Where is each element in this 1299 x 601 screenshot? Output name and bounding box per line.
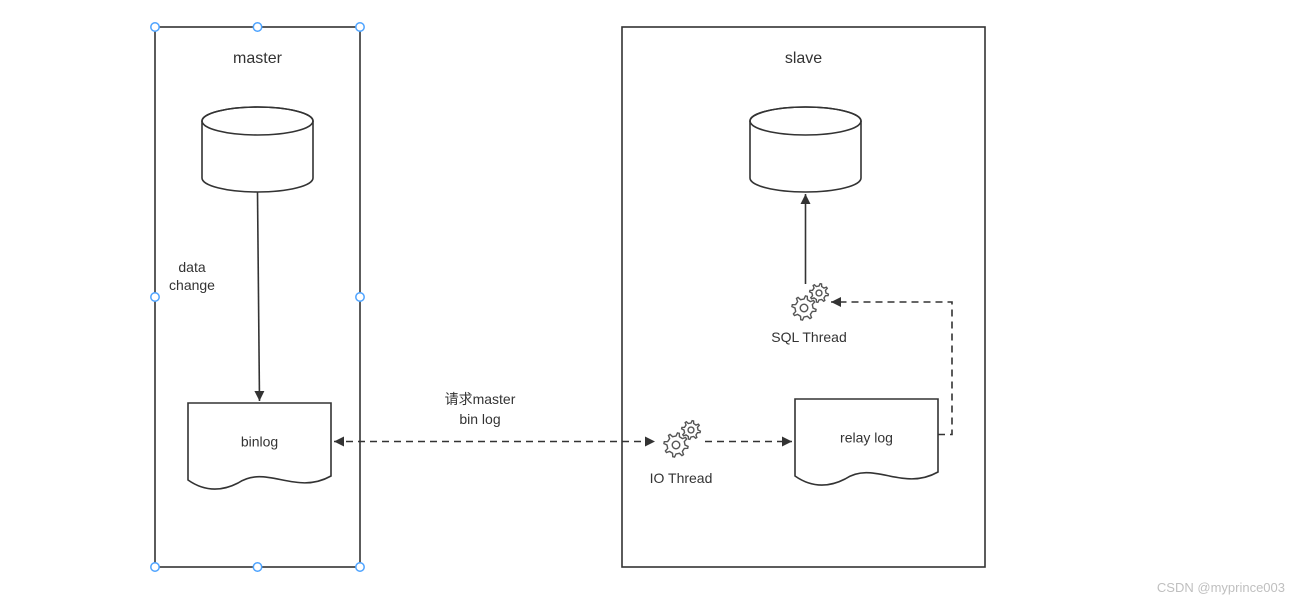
request-binlog-label-1: 请求master	[445, 391, 516, 407]
data-change-label-1: data	[178, 259, 205, 275]
selection-handles[interactable]	[151, 23, 364, 571]
master-db-cylinder	[202, 107, 313, 192]
io-thread-label: IO Thread	[650, 470, 713, 486]
watermark: CSDN @myprince003	[1157, 580, 1285, 595]
sql-thread-gears-icon	[792, 284, 828, 320]
io-thread-gears-icon	[664, 421, 700, 457]
master-container[interactable]: master	[151, 23, 364, 571]
slave-db-cylinder	[750, 107, 861, 192]
slave-title: slave	[785, 50, 822, 67]
request-binlog-label-2: bin log	[459, 411, 500, 427]
master-title: master	[233, 50, 283, 67]
data-change-label-2: change	[169, 277, 215, 293]
sql-thread-label: SQL Thread	[771, 329, 847, 345]
relaylog-label: relay log	[840, 430, 893, 446]
binlog-label: binlog	[241, 434, 278, 450]
edge-data-change	[258, 192, 260, 401]
